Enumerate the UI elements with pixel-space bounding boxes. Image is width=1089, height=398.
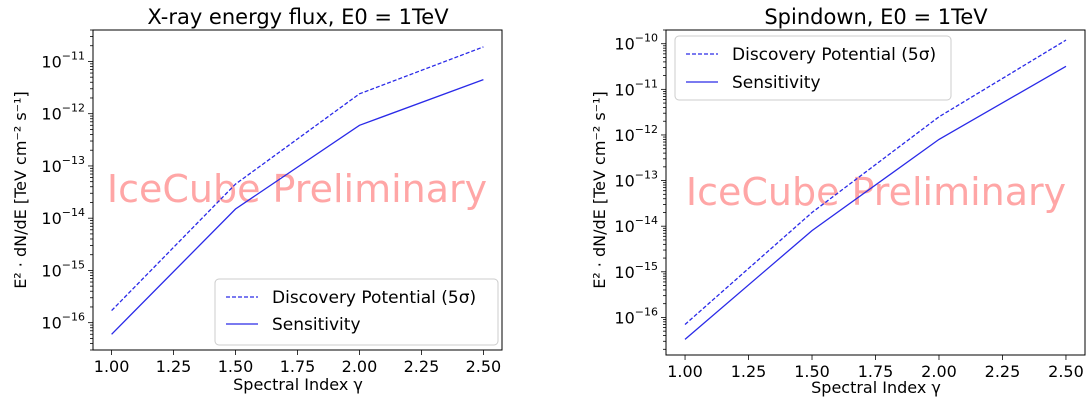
legend-box bbox=[214, 278, 499, 346]
series-line-discovery-potential bbox=[111, 46, 484, 312]
x-tick-label: 1.00 bbox=[94, 357, 130, 376]
y-tick-label: 10−13 bbox=[614, 169, 658, 191]
y-tick-label: 10−12 bbox=[41, 102, 85, 124]
x-tick-label: 1.75 bbox=[280, 357, 316, 376]
series-line-sensitivity bbox=[684, 65, 1067, 340]
x-tick-label: 1.50 bbox=[218, 357, 254, 376]
y-tick-label: 10−14 bbox=[614, 214, 658, 236]
legend-box bbox=[674, 35, 952, 101]
chart-title: Spindown, E0 = 1TeV bbox=[764, 5, 988, 29]
x-tick-label: 1.25 bbox=[731, 362, 767, 381]
legend: Discovery Potential (5σ) Sensitivity bbox=[674, 35, 952, 101]
x-axis-label: Spectral Index γ bbox=[233, 375, 363, 394]
legend: Discovery Potential (5σ) Sensitivity bbox=[214, 278, 499, 346]
y-tick-label: 10−11 bbox=[41, 49, 85, 71]
y-tick-label: 10−12 bbox=[614, 123, 658, 145]
series-line-discovery-potential bbox=[684, 39, 1067, 325]
y-tick-label: 10−16 bbox=[41, 311, 85, 333]
x-tick-label: 1.00 bbox=[667, 362, 703, 381]
legend-label-sensitivity: Sensitivity bbox=[732, 73, 821, 93]
x-tick-label: 1.75 bbox=[858, 362, 894, 381]
series-lines bbox=[111, 46, 484, 335]
y-tick-label: 10−11 bbox=[614, 77, 658, 99]
x-tick-label: 1.25 bbox=[156, 357, 192, 376]
x-axis-label: Spectral Index γ bbox=[811, 378, 941, 397]
legend-label-discovery: Discovery Potential (5σ) bbox=[272, 288, 476, 308]
series-line-sensitivity bbox=[111, 78, 484, 335]
watermark-text: IceCube Preliminary bbox=[107, 167, 487, 211]
y-axis-label: E² · dN/dE [TeV cm⁻² s⁻¹] bbox=[11, 91, 30, 289]
legend-label-sensitivity: Sensitivity bbox=[272, 315, 361, 335]
series-lines bbox=[684, 39, 1067, 340]
x-tick-label: 2.00 bbox=[342, 357, 378, 376]
y-ticks: 10−16 10−15 10−14 10−13 10−12 10−11 bbox=[41, 29, 93, 351]
x-tick-label: 2.00 bbox=[921, 362, 957, 381]
y-tick-label: 10−13 bbox=[41, 154, 85, 176]
chart-title: X-ray energy flux, E0 = 1TeV bbox=[147, 5, 449, 29]
y-tick-label: 10−14 bbox=[41, 206, 85, 228]
x-tick-label: 1.50 bbox=[794, 362, 830, 381]
y-tick-label: 10−16 bbox=[614, 305, 658, 327]
watermark-text: IceCube Preliminary bbox=[686, 170, 1066, 214]
y-tick-label: 10−15 bbox=[41, 258, 85, 280]
x-tick-label: 2.50 bbox=[1048, 362, 1084, 381]
chart-spindown: Spindown, E0 = 1TeV 10−16 10−15 10−14 10−13… bbox=[590, 5, 1086, 397]
y-axis-label: E² · dN/dE [TeV cm⁻² s⁻¹] bbox=[590, 91, 609, 289]
y-tick-label: 10−15 bbox=[614, 260, 658, 282]
x-tick-label: 2.25 bbox=[404, 357, 440, 376]
x-ticks: 1.00 1.25 1.50 1.75 2.00 2.25 2.50 bbox=[94, 350, 501, 376]
x-ticks: 1.00 1.25 1.50 1.75 2.00 2.25 2.50 bbox=[667, 355, 1084, 381]
chart-x-ray-energy-flux: X-ray energy flux, E0 = 1TeV 10−1610−151… bbox=[11, 5, 503, 394]
legend-label-discovery: Discovery Potential (5σ) bbox=[732, 45, 936, 65]
y-tick-label: 10−10 bbox=[614, 32, 658, 54]
x-tick-label: 2.25 bbox=[985, 362, 1021, 381]
y-ticks: 10−16 10−15 10−14 10−13 10−12 10−11 10−10 bbox=[614, 29, 666, 350]
x-tick-label: 2.50 bbox=[466, 357, 502, 376]
